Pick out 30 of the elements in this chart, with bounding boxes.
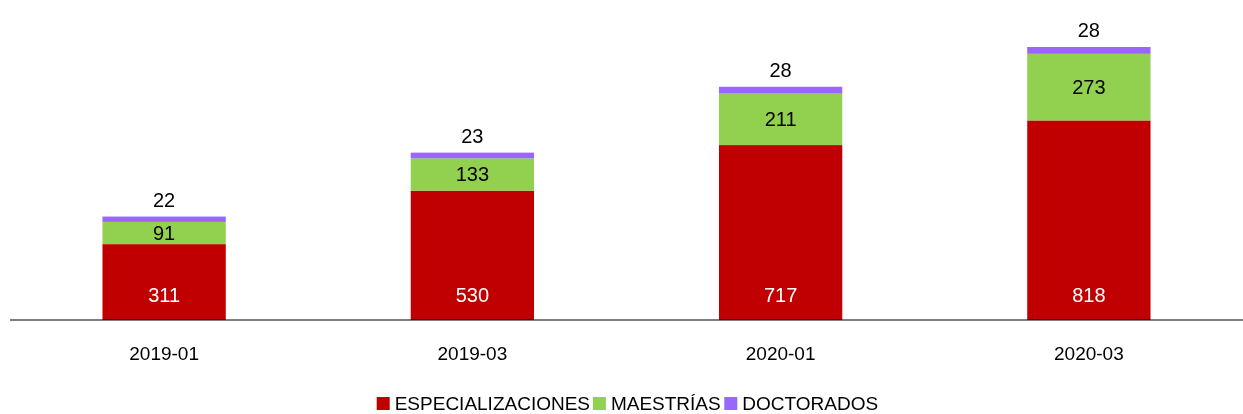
x-tick-label: 2020-01	[745, 343, 816, 364]
bar	[718, 86, 843, 94]
x-tick-label: 2019-01	[129, 343, 199, 364]
data-label: 133	[455, 163, 490, 186]
bar	[410, 190, 535, 320]
data-label: 717	[763, 284, 798, 306]
data-label: 91	[153, 222, 176, 245]
bar	[1027, 120, 1151, 320]
bar	[102, 216, 226, 222]
data-label: 530	[455, 284, 490, 306]
data-label: 22	[153, 188, 176, 211]
data-label: 28	[1077, 19, 1100, 41]
bar	[718, 145, 843, 320]
x-tick-label: 2019-03	[437, 343, 508, 364]
data-label: 818	[1072, 284, 1106, 306]
data-label: 211	[764, 108, 797, 131]
bar	[102, 244, 226, 320]
legend-label: MAESTRÍAS	[610, 393, 721, 414]
legend-label: DOCTORADOS	[742, 393, 879, 414]
data-label: 23	[461, 124, 484, 147]
bar	[1027, 47, 1151, 54]
bar	[718, 93, 843, 146]
bar	[102, 221, 226, 245]
x-tick-label: 2020-03	[1054, 343, 1124, 364]
bar	[410, 158, 535, 191]
legend-label: ESPECIALIZACIONES	[394, 393, 591, 414]
data-label: 28	[769, 58, 792, 81]
data-label: 311	[148, 284, 181, 306]
data-label: 273	[1072, 76, 1106, 99]
bar	[1027, 53, 1151, 121]
